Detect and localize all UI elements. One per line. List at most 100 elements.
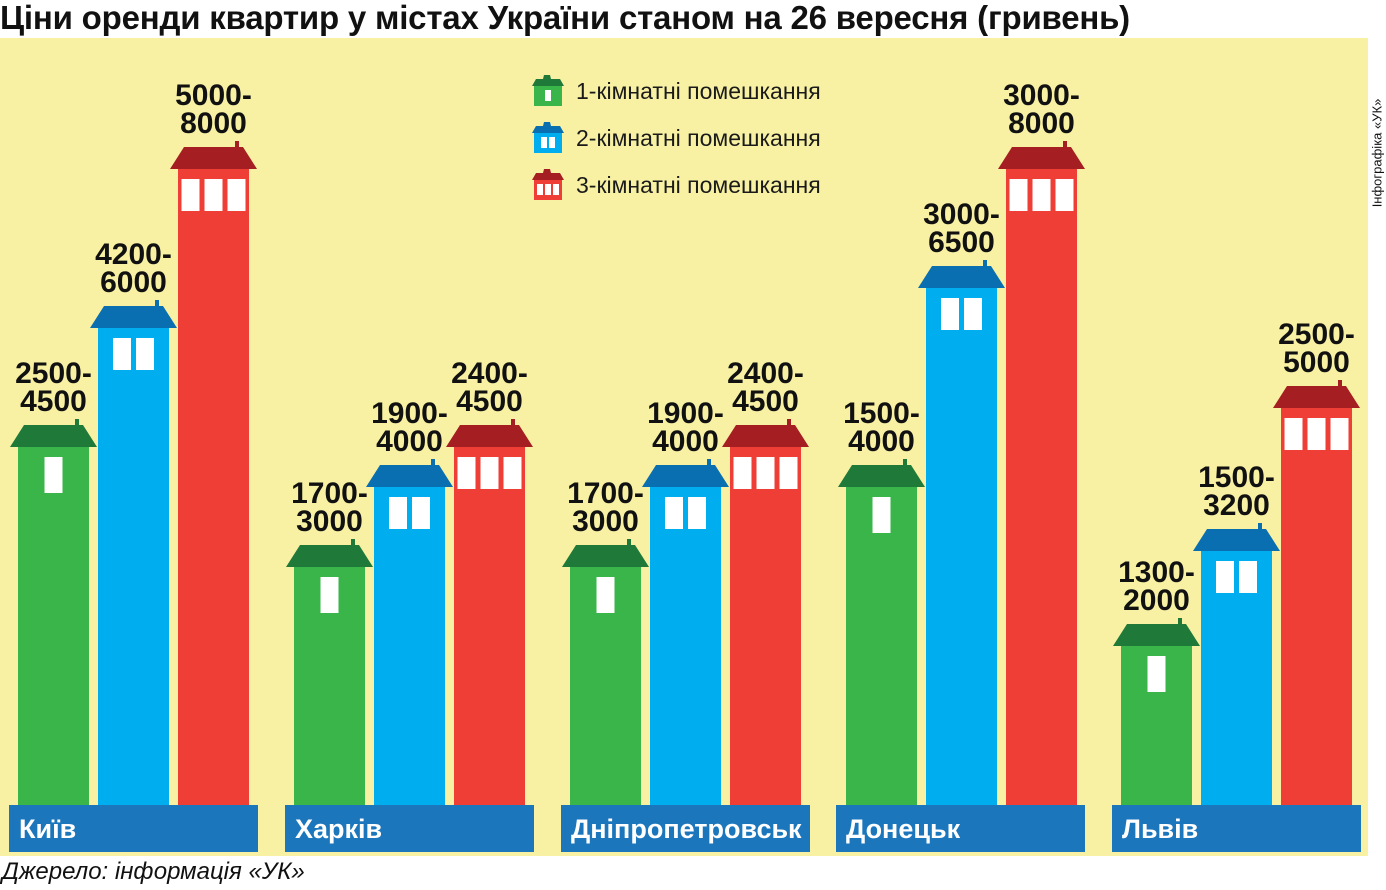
chimney-dnipropetrovsk-2room (707, 459, 711, 469)
city-label-kharkiv: Харків (285, 805, 534, 852)
bar-lviv-3room (1281, 408, 1352, 805)
roof-kyiv-1room (10, 425, 97, 447)
window-donetsk-2room-2 (964, 298, 982, 330)
window-kyiv-3room-2 (204, 179, 223, 211)
window-lviv-2room-2 (1239, 561, 1257, 593)
window-kyiv-1room-1 (44, 457, 63, 493)
roof-kharkiv-1room (286, 545, 373, 567)
value-label-dnipropetrovsk-3room: 2400-4500 (727, 357, 804, 418)
bar-kyiv-2room (98, 328, 169, 805)
bar-kyiv-1room (18, 447, 89, 805)
window-dnipropetrovsk-3room-1 (733, 457, 752, 489)
legend-label-2-room: 2-кімнатні помешкання (576, 125, 821, 151)
house-1-room-icon (532, 75, 564, 106)
window-kharkiv-2room-2 (412, 497, 430, 529)
legend-label-1-room: 1-кімнатні помешкання (576, 78, 821, 104)
window-lviv-3room-3 (1330, 418, 1349, 450)
window-kyiv-3room-3 (227, 179, 246, 211)
city-label-kyiv: Київ (9, 805, 258, 852)
value-label-donetsk-3room: 3000-8000 (1003, 79, 1080, 140)
value-label-kharkiv-1room: 1700-3000 (291, 477, 368, 538)
window-kyiv-2room-2 (136, 338, 154, 370)
window-dnipropetrovsk-3room-3 (779, 457, 798, 489)
window-lviv-3room-1 (1284, 418, 1303, 450)
bar-donetsk-2room (926, 288, 997, 805)
window-dnipropetrovsk-2room-1 (665, 497, 683, 529)
chimney-kharkiv-1room (351, 539, 355, 549)
roof-lviv-2room (1193, 529, 1280, 551)
source-note: Джерело: інформація «УК» (2, 858, 305, 885)
chimney-lviv-1room (1178, 618, 1182, 628)
roof-dnipropetrovsk-1room (562, 545, 649, 567)
window-dnipropetrovsk-1room-1 (596, 577, 615, 613)
house-2-room-icon (532, 122, 564, 153)
window-dnipropetrovsk-3room-2 (756, 457, 775, 489)
credit-text: Інфографіка «УК» (1369, 98, 1385, 208)
roof-kyiv-2room (90, 306, 177, 328)
roof-dnipropetrovsk-2room (642, 465, 729, 487)
chimney-donetsk-1room (903, 459, 907, 469)
chimney-kyiv-3room (235, 141, 239, 151)
chimney-kyiv-2room (155, 300, 159, 310)
roof-lviv-3room (1273, 386, 1360, 408)
value-label-kyiv-2room: 4200-6000 (95, 238, 172, 299)
city-label-donetsk: Донецьк (836, 805, 1085, 852)
chimney-lviv-3room (1338, 380, 1342, 390)
window-kyiv-3room-1 (181, 179, 200, 211)
chimney-kharkiv-2room (431, 459, 435, 469)
roof-kharkiv-3room (446, 425, 533, 447)
value-label-donetsk-2room: 3000-6500 (923, 198, 1000, 259)
roof-donetsk-1room (838, 465, 925, 487)
legend-label-3-room: 3-кімнатні помешкання (576, 172, 821, 198)
window-lviv-3room-2 (1307, 418, 1326, 450)
chimney-kyiv-1room (75, 419, 79, 429)
bar-kharkiv-2room (374, 487, 445, 805)
chimney-kharkiv-3room (511, 419, 515, 429)
value-label-lviv-3room: 2500-5000 (1278, 318, 1355, 379)
window-lviv-2room-1 (1216, 561, 1234, 593)
house-3-room-icon (532, 169, 564, 200)
window-kharkiv-1room-1 (320, 577, 339, 613)
value-label-dnipropetrovsk-2room: 1900-4000 (647, 397, 724, 458)
roof-lviv-1room (1113, 624, 1200, 646)
window-lviv-1room-1 (1147, 656, 1166, 692)
bars-layer: 2500-4500 1700-3000 1700-3000 1500-4000 1300… (10, 79, 1360, 805)
credit-column: Інфографіка «УК» (1368, 38, 1386, 856)
roof-donetsk-3room (998, 147, 1085, 169)
value-label-dnipropetrovsk-1room: 1700-3000 (567, 477, 644, 538)
window-dnipropetrovsk-2room-2 (688, 497, 706, 529)
chart-title: Ціни оренди квартир у містах України ста… (0, 0, 1130, 36)
chimney-dnipropetrovsk-3room (787, 419, 791, 429)
bar-donetsk-3room (1006, 169, 1077, 805)
value-label-lviv-2room: 1500-3200 (1198, 461, 1275, 522)
value-label-lviv-1room: 1300-2000 (1118, 556, 1195, 617)
value-label-donetsk-1room: 1500-4000 (843, 397, 920, 458)
roof-dnipropetrovsk-3room (722, 425, 809, 447)
value-label-kyiv-1room: 2500-4500 (15, 357, 92, 418)
chimney-donetsk-3room (1063, 141, 1067, 151)
value-label-kyiv-3room: 5000-8000 (175, 79, 252, 140)
window-kharkiv-3room-1 (457, 457, 476, 489)
window-kharkiv-3room-2 (480, 457, 499, 489)
bar-dnipropetrovsk-3room (730, 447, 801, 805)
roof-kyiv-3room (170, 147, 257, 169)
window-kharkiv-2room-1 (389, 497, 407, 529)
bar-kyiv-3room (178, 169, 249, 805)
window-donetsk-3room-2 (1032, 179, 1051, 211)
window-kyiv-2room-1 (113, 338, 131, 370)
value-label-kharkiv-2room: 1900-4000 (371, 397, 448, 458)
window-donetsk-1room-1 (872, 497, 891, 533)
window-donetsk-3room-3 (1055, 179, 1074, 211)
bar-donetsk-1room (846, 487, 917, 805)
roof-donetsk-2room (918, 266, 1005, 288)
chimney-lviv-2room (1258, 523, 1262, 533)
bar-kharkiv-3room (454, 447, 525, 805)
city-label-lviv: Львів (1112, 805, 1361, 852)
roof-kharkiv-2room (366, 465, 453, 487)
chimney-dnipropetrovsk-1room (627, 539, 631, 549)
city-label-dnipropetrovsk: Дніпропетровськ (561, 805, 810, 852)
window-donetsk-2room-1 (941, 298, 959, 330)
bar-dnipropetrovsk-2room (650, 487, 721, 805)
chimney-donetsk-2room (983, 260, 987, 270)
window-donetsk-3room-1 (1009, 179, 1028, 211)
